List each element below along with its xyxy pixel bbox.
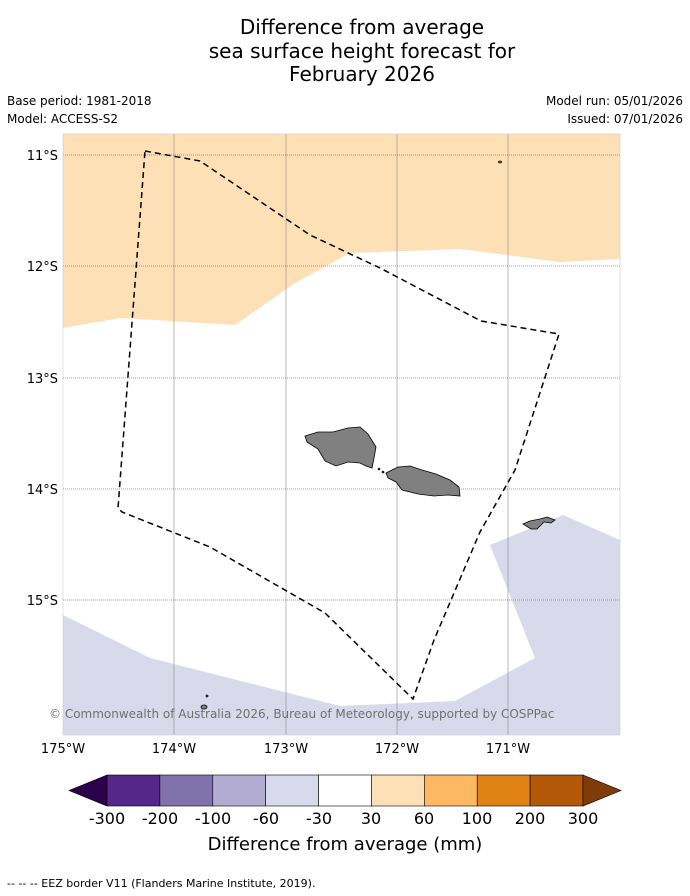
colorbar-extension-low: [68, 774, 108, 807]
colorbar-label: Difference from average (mm): [208, 834, 483, 855]
colorbar-tick: -60: [253, 809, 279, 828]
colorbar-segment: [529, 774, 584, 807]
model-run-date: Model run: 05/01/2026: [545, 94, 683, 108]
lon-label-171w: 171°W: [486, 742, 530, 757]
title-line-2: sea surface height forecast for: [208, 39, 516, 63]
savaii-island: [304, 426, 377, 469]
issued-date: Issued: 07/01/2026: [567, 112, 683, 126]
latitude-labels: 11°S 12°S 13°S 14°S 15°S: [27, 149, 58, 609]
colorbar-tick: -100: [195, 809, 231, 828]
lat-label-11s: 11°S: [27, 149, 58, 164]
title-line-1: Difference from average: [239, 15, 485, 39]
longitude-gridlines: [173, 134, 509, 735]
eez-legend-note: -- -- -- EEZ border V11 (Flanders Marine…: [7, 877, 316, 890]
colorbar-extension-high: [582, 774, 622, 807]
colorbar-tick: 60: [414, 809, 434, 828]
colorbar-tick: -200: [142, 809, 178, 828]
map-frame: [62, 133, 621, 736]
lat-label-15s: 15°S: [27, 594, 58, 609]
map-border: [62, 133, 621, 736]
colorbar: [68, 774, 622, 807]
negative-anomaly-region-south: [63, 515, 620, 735]
islet-south-west: [200, 704, 208, 710]
colorbar-tick: 300: [568, 809, 599, 828]
copyright-credit: © Commonwealth of Australia 2026, Bureau…: [49, 707, 554, 721]
positive-anomaly-region: [63, 134, 620, 328]
lon-label-173w: 173°W: [264, 742, 308, 757]
colorbar-tick: 100: [462, 809, 493, 828]
colorbar-segment: [371, 774, 425, 807]
lon-label-174w: 174°W: [152, 742, 196, 757]
islet-south-west-small: [205, 694, 209, 698]
lat-label-14s: 14°S: [27, 483, 58, 498]
islet-manono: [381, 470, 385, 474]
model-name: Model: ACCESS-S2: [7, 112, 119, 126]
islet-apolima: [377, 467, 381, 471]
colorbar-segment: [106, 774, 161, 807]
colorbar-segment: [159, 774, 214, 807]
colorbar-segment: [265, 774, 319, 807]
eez-border: [117, 150, 560, 701]
colorbar-segment: [318, 774, 372, 807]
upolu-island: [385, 465, 461, 497]
colorbar-tick: -300: [89, 809, 125, 828]
colorbar-tick-labels: -300 -200 -100 -60 -30 30 60 100 200 300: [89, 809, 598, 828]
latitude-gridlines: [63, 154, 620, 601]
longitude-labels: 175°W 174°W 173°W 172°W 171°W: [41, 742, 530, 757]
base-period: Base period: 1981-2018: [7, 94, 152, 108]
title-line-3: February 2026: [289, 62, 435, 86]
colorbar-segment: [476, 774, 531, 807]
colorbar-segment: [424, 774, 478, 807]
tutuila-island: [522, 516, 556, 530]
lat-label-12s: 12°S: [27, 260, 58, 275]
colorbar-tick: 200: [515, 809, 546, 828]
lat-label-13s: 13°S: [27, 372, 58, 387]
lon-label-175w: 175°W: [41, 742, 85, 757]
colorbar-segment: [212, 774, 266, 807]
colorbar-tick: 30: [361, 809, 381, 828]
islet-north: [498, 160, 502, 164]
colorbar-tick: -30: [306, 809, 332, 828]
lon-label-172w: 172°W: [375, 742, 419, 757]
land-masses: [200, 160, 556, 710]
